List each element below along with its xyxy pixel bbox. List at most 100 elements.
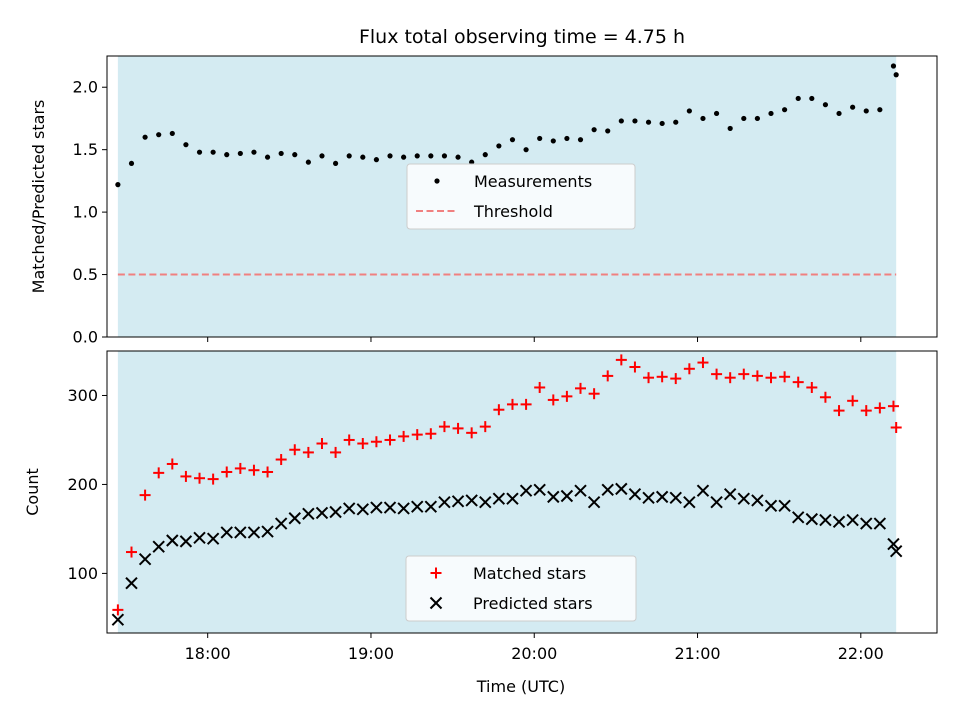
- predicted-star-point: [370, 501, 383, 514]
- predicted-star-point: [873, 517, 887, 530]
- matched-star-point: [234, 462, 246, 474]
- measurement-point: [319, 153, 325, 159]
- matched-star-point: [384, 434, 396, 446]
- matched-star-point: [683, 363, 695, 375]
- measurement-point: [305, 159, 311, 165]
- measurement-point: [196, 149, 203, 155]
- x-tick-label: 20:00: [511, 644, 557, 663]
- predicted-star-point: [642, 491, 655, 504]
- matched-star-point: [575, 382, 587, 394]
- matched-star-point: [316, 438, 328, 450]
- measurement-point: [850, 104, 856, 110]
- measurement-point: [700, 115, 706, 122]
- predicted-star-point: [669, 491, 682, 504]
- matched-star-point: [112, 604, 124, 616]
- matched-star-point: [289, 444, 301, 456]
- x-tick-label: 21:00: [674, 644, 720, 663]
- measurement-point: [128, 160, 135, 167]
- measurement-point: [564, 135, 570, 142]
- predicted-star-point: [220, 526, 233, 539]
- measurement-point: [550, 138, 556, 144]
- y-axis-label-ratio: Matched/Predicted stars: [29, 100, 48, 294]
- matched-star-point: [724, 372, 736, 384]
- matched-star-point: [466, 427, 478, 439]
- predicted-star-point: [889, 544, 903, 558]
- y-tick-label: 300: [67, 386, 98, 405]
- matched-star-point: [670, 373, 682, 385]
- measurement-point: [686, 108, 692, 114]
- matched-star-point: [602, 370, 614, 382]
- measurement-point: [577, 137, 584, 143]
- predicted-star-point: [846, 513, 859, 527]
- predicted-star-point: [710, 496, 723, 509]
- measurement-point: [893, 72, 899, 78]
- predicted-star-point: [261, 525, 274, 538]
- predicted-star-point: [315, 506, 329, 520]
- y-tick-label: 0.5: [73, 265, 98, 284]
- y-tick-label: 2.0: [73, 78, 98, 97]
- legend-plus-glyph: [430, 567, 442, 579]
- matched-star-point: [738, 368, 750, 380]
- matched-star-point: [547, 394, 559, 406]
- predicted-star-point: [138, 552, 152, 566]
- matched-star-point: [275, 454, 287, 466]
- matched-star-point: [806, 381, 818, 393]
- matched-star-point: [534, 381, 546, 393]
- predicted-star-point: [234, 526, 247, 539]
- matched-star-point: [452, 422, 464, 434]
- measurement-point: [659, 120, 665, 127]
- predicted-star-point: [179, 535, 193, 548]
- predicted-star-point: [533, 483, 546, 496]
- measurement-point: [591, 127, 597, 133]
- measurement-point: [782, 107, 788, 113]
- matched-star-point: [221, 466, 233, 478]
- chart-title: Flux total observing time = 4.75 h: [359, 26, 685, 48]
- measurement-point: [346, 153, 352, 159]
- matched-star-point: [860, 405, 872, 417]
- measurement-point: [373, 157, 380, 163]
- matched-star-point: [398, 430, 410, 442]
- measurement-point: [469, 159, 475, 165]
- measurement-point: [482, 152, 488, 158]
- measurement-point: [795, 95, 801, 102]
- predicted-star-point: [438, 496, 451, 509]
- matched-star-point: [520, 398, 532, 410]
- legend-matched-label: Matched stars: [473, 564, 586, 583]
- matched-star-point: [125, 546, 137, 558]
- measurement-point: [401, 154, 407, 160]
- predicted-star-point: [411, 500, 424, 513]
- matched-star-point: [656, 371, 668, 383]
- matched-star-point: [166, 458, 178, 470]
- predicted-star-point: [547, 490, 560, 504]
- matched-star-point: [751, 370, 763, 382]
- predicted-star-point: [560, 489, 574, 503]
- predicted-star-point: [424, 500, 438, 513]
- count-legend: Matched stars Predicted stars: [405, 555, 637, 622]
- measurement-point: [441, 153, 448, 159]
- matched-star-point: [479, 421, 491, 433]
- x-axis-label: Time (UTC): [476, 677, 565, 696]
- legend-predicted-label: Predicted stars: [473, 594, 593, 613]
- predicted-star-point: [342, 502, 356, 515]
- measurement-point: [741, 115, 747, 122]
- measurement-point: [224, 152, 230, 158]
- predicted-star-point: [397, 502, 410, 515]
- legend-matched-marker: [430, 567, 442, 579]
- matched-star-point: [425, 428, 437, 440]
- predicted-star-point: [506, 492, 519, 505]
- matched-star-point: [561, 390, 573, 402]
- predicted-star-point: [628, 488, 642, 501]
- measurement-point: [618, 118, 624, 124]
- ratio-panel: 0.00.51.01.52.0 Matched/Predicted stars …: [29, 55, 938, 347]
- matched-star-point: [833, 405, 845, 417]
- measurement-point: [360, 154, 366, 160]
- matched-star-point: [343, 434, 355, 446]
- count-legend-box: [405, 555, 637, 622]
- count-panel: 100 200 300 18:00 19:00 20:00 21:00 22:00 Coun…: [23, 337, 938, 696]
- measurement-point: [142, 134, 148, 140]
- predicted-star-point: [465, 494, 478, 507]
- predicted-star-point: [778, 499, 791, 512]
- matched-star-point: [370, 436, 382, 448]
- measurement-point: [237, 150, 243, 157]
